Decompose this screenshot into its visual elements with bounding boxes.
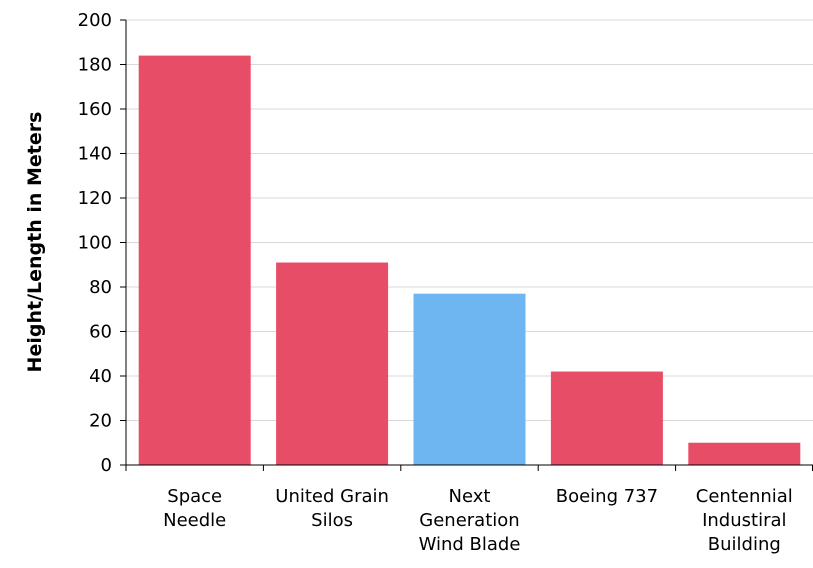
y-tick-label: 100 xyxy=(78,233,112,254)
y-tick-label: 180 xyxy=(78,55,112,76)
bar xyxy=(276,262,389,465)
x-category-label-line: Needle xyxy=(163,510,226,531)
x-category-label-line: Industiral xyxy=(702,510,786,531)
y-tick-label: 80 xyxy=(89,277,112,298)
bar xyxy=(550,371,663,465)
x-category-label-line: Wind Blade xyxy=(419,534,521,555)
x-category-label: Space Needle xyxy=(163,486,226,531)
x-category-label-line: Generation xyxy=(419,510,519,531)
x-category-label: Centennial Industiral Building xyxy=(696,486,793,555)
y-tick-label: 160 xyxy=(78,99,112,120)
x-category-label-line: Silos xyxy=(311,510,353,531)
y-tick-label: 120 xyxy=(78,188,112,209)
bars xyxy=(138,55,801,465)
x-category-label-line: Space xyxy=(167,486,222,507)
x-category-label-line: Boeing 737 xyxy=(556,486,658,507)
x-category-label-line: United Grain xyxy=(275,486,389,507)
axes xyxy=(120,19,813,471)
x-category-label: Boeing 737 xyxy=(556,486,658,507)
y-tick-label: 40 xyxy=(89,366,112,387)
y-tick-label: 20 xyxy=(89,411,112,432)
x-category-labels: Space Needle United Grain Silos Next Generati… xyxy=(163,486,793,555)
y-axis-label: Height/Length in Meters xyxy=(24,112,46,373)
x-category-label-line: Building xyxy=(708,534,781,555)
x-category-label-line: Next xyxy=(449,486,491,507)
x-category-label: United Grain Silos xyxy=(275,486,389,531)
y-tick-label: 60 xyxy=(89,322,112,343)
bar xyxy=(138,55,251,465)
bar xyxy=(413,293,526,465)
y-tick-label: 200 xyxy=(78,10,112,31)
y-tick-label: 0 xyxy=(101,455,112,476)
y-tick-label: 140 xyxy=(78,144,112,165)
y-tick-labels: 0 20 40 60 80 100 120 140 160 180 200 xyxy=(78,10,112,476)
x-category-label: Next Generation Wind Blade xyxy=(419,486,521,555)
bar xyxy=(688,442,801,465)
x-category-label-line: Centennial xyxy=(696,486,793,507)
